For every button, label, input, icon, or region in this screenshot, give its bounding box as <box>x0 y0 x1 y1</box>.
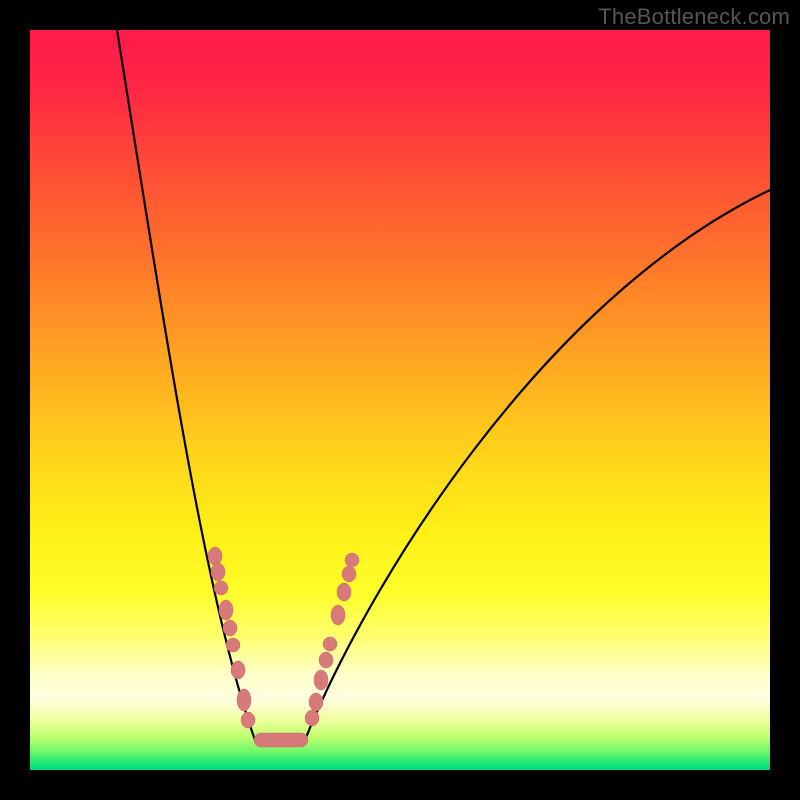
bottleneck-chart <box>0 0 800 800</box>
chart-container: TheBottleneck.com <box>0 0 800 800</box>
marker-left-2 <box>214 581 228 595</box>
marker-right-2 <box>314 670 328 690</box>
watermark-text: TheBottleneck.com <box>598 4 790 30</box>
marker-right-8 <box>345 553 359 567</box>
marker-left-6 <box>231 661 245 679</box>
marker-valley-blob <box>254 733 308 747</box>
marker-right-0 <box>305 710 319 726</box>
marker-left-3 <box>219 600 233 620</box>
marker-left-5 <box>226 638 240 652</box>
marker-right-5 <box>331 605 345 625</box>
marker-left-1 <box>211 563 225 581</box>
marker-right-4 <box>323 637 337 651</box>
marker-left-7 <box>237 689 251 711</box>
marker-right-6 <box>337 583 351 601</box>
marker-right-1 <box>309 693 323 711</box>
marker-right-3 <box>319 652 333 668</box>
marker-left-0 <box>208 547 222 565</box>
marker-right-7 <box>342 566 356 582</box>
plot-background <box>30 30 770 770</box>
marker-left-4 <box>223 620 237 636</box>
marker-left-8 <box>241 712 255 728</box>
